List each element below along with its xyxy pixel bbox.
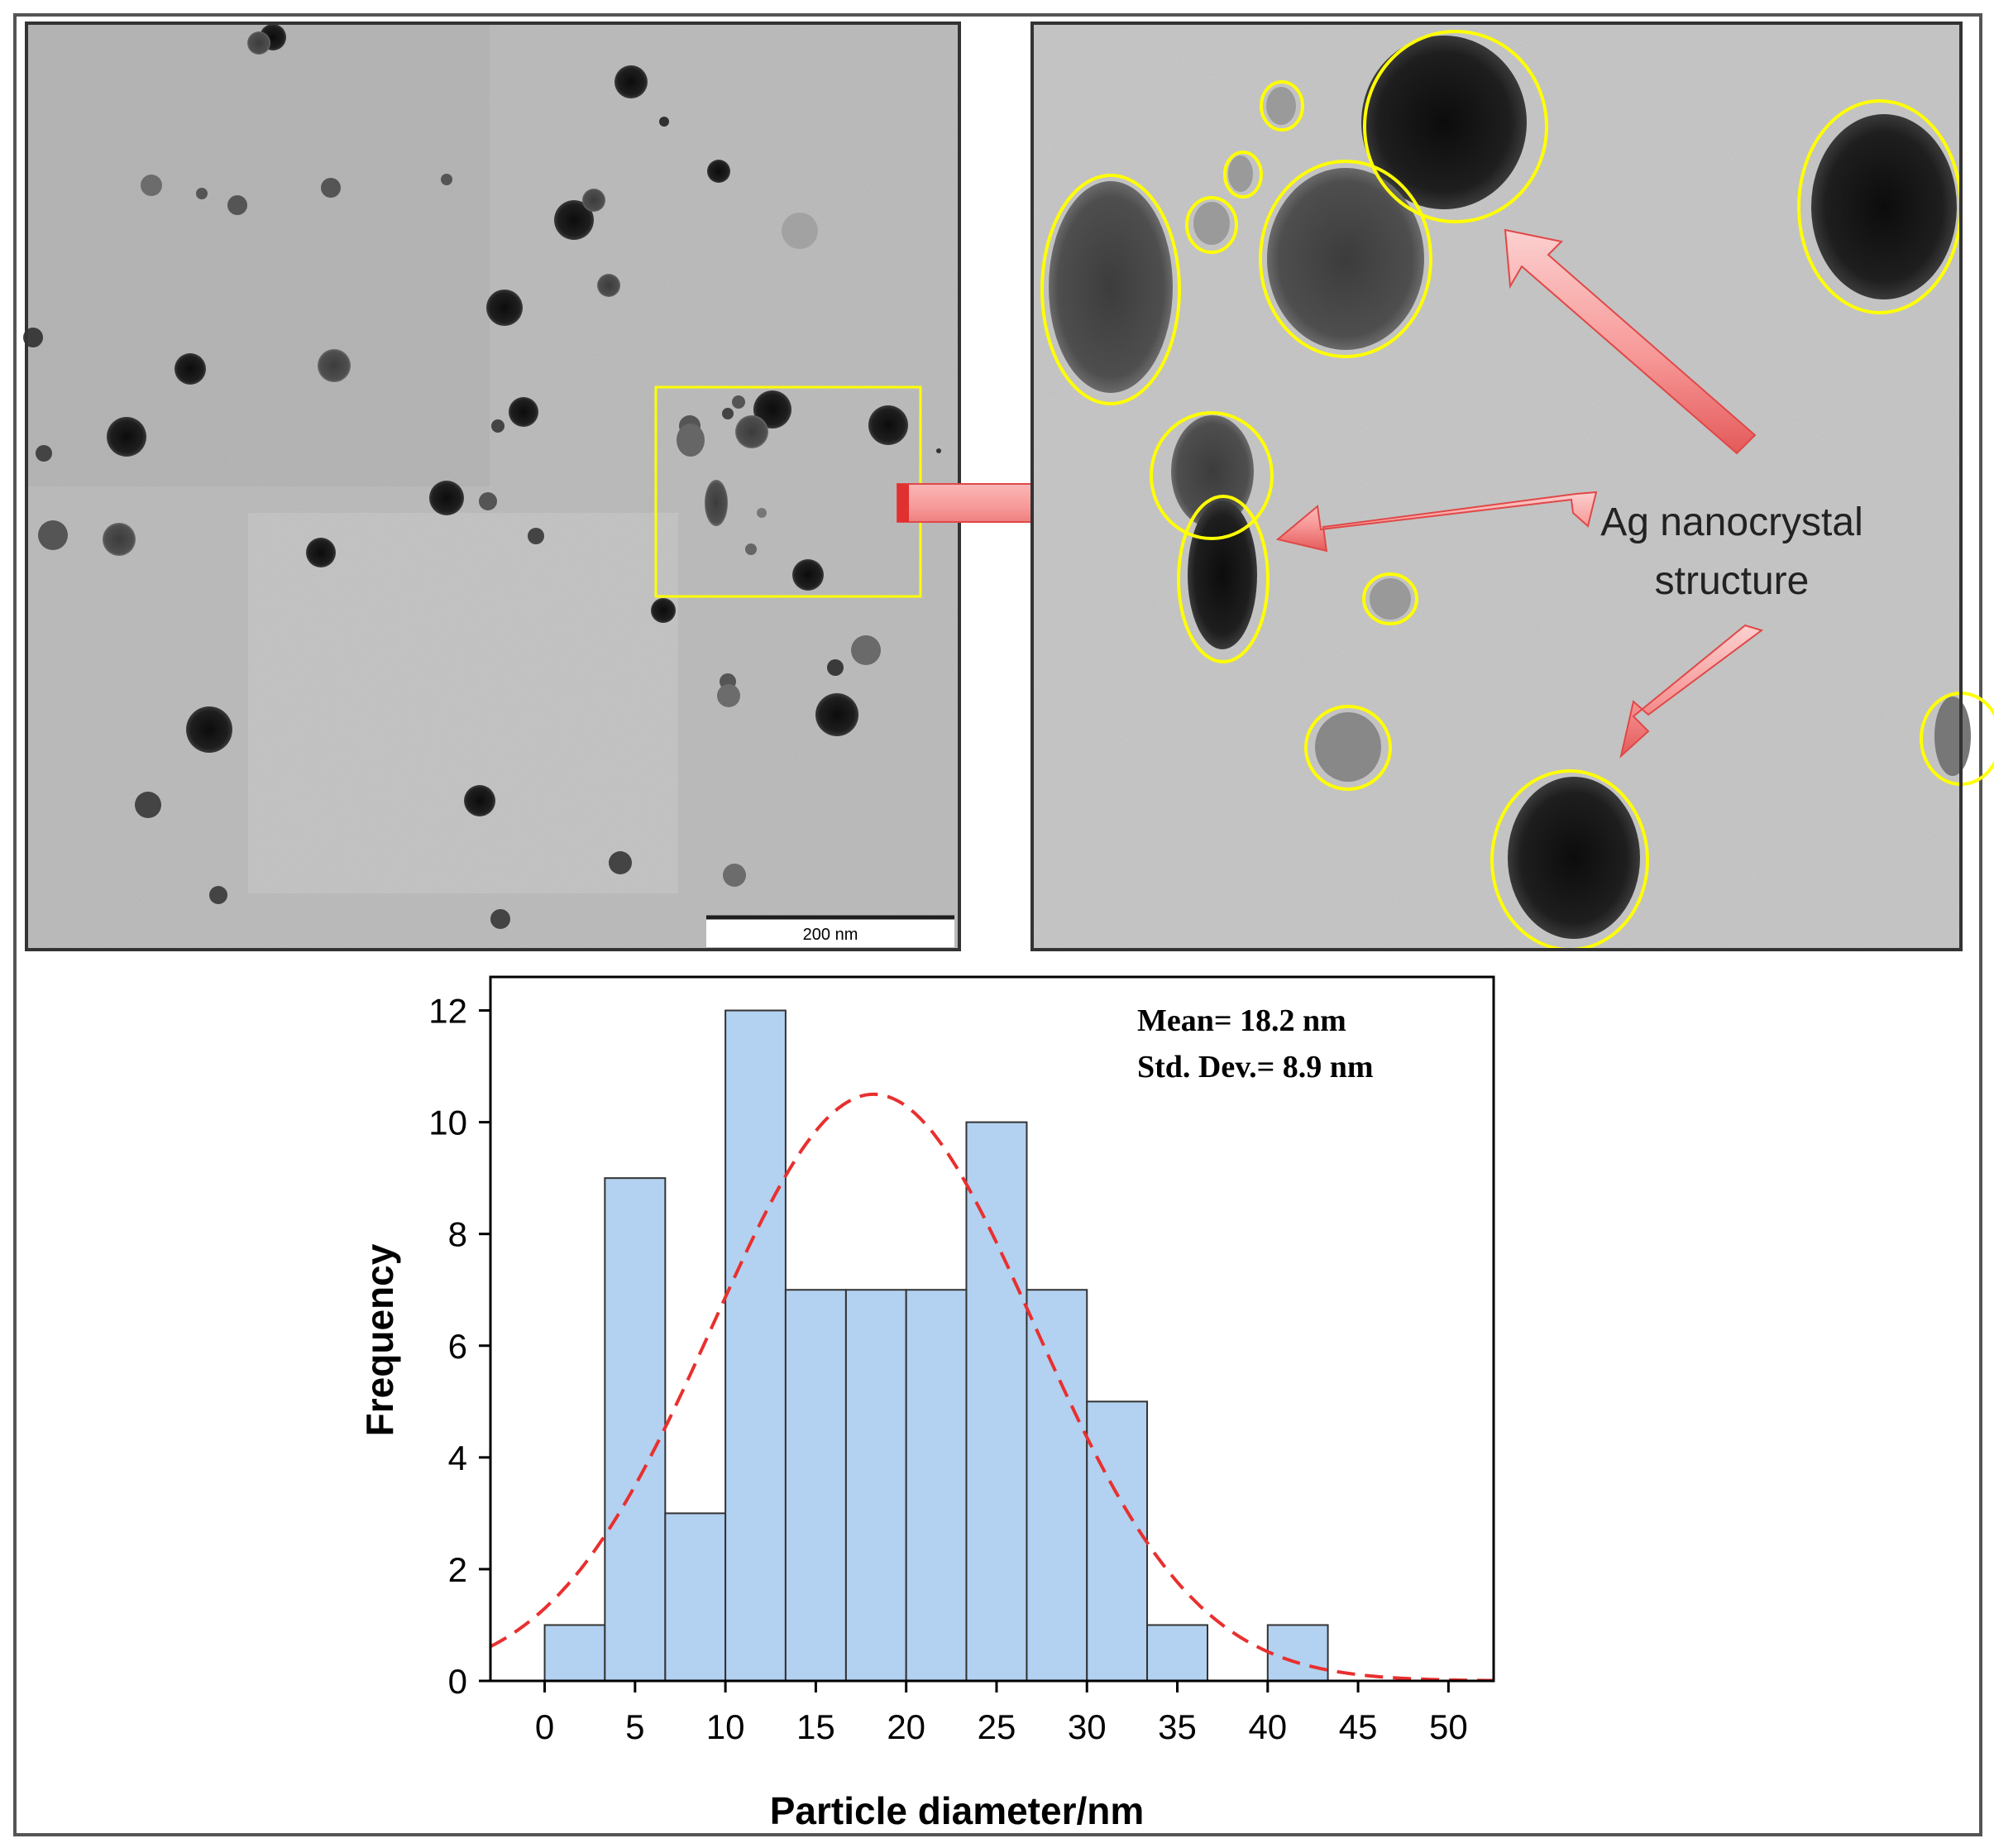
y-tick-label: 12	[428, 992, 467, 1031]
annotation-std: Std. Dev.= 8.9 nm	[1137, 1050, 1374, 1084]
y-tick-label: 8	[448, 1215, 467, 1254]
x-tick-label: 30	[1068, 1707, 1107, 1746]
histogram-bar	[724, 1009, 787, 1682]
x-tick-label: 20	[887, 1707, 925, 1746]
histogram-bar	[543, 1624, 606, 1683]
x-tick-label: 45	[1339, 1707, 1378, 1746]
x-tick-label: 0	[535, 1707, 554, 1746]
normal-fit-curve	[490, 1092, 1494, 1683]
x-tick-label: 50	[1429, 1707, 1468, 1746]
histogram-bar	[784, 1289, 847, 1682]
y-tick-label: 0	[448, 1662, 467, 1701]
histogram-bar	[965, 1121, 1028, 1682]
nanoparticles-zoom-region	[677, 390, 908, 591]
histogram-bars	[543, 1009, 1329, 1683]
plot-frame	[489, 975, 1495, 1683]
x-tick-label: 10	[706, 1707, 745, 1746]
x-tick-label: 5	[625, 1707, 644, 1746]
annotation-line1: Ag nanocrystal	[1600, 500, 1863, 544]
histogram-bar	[1086, 1400, 1149, 1683]
histogram-bar	[1146, 1624, 1209, 1683]
x-tick-label: 40	[1248, 1707, 1287, 1746]
annotation-mean: Mean= 18.2 nm	[1137, 1003, 1346, 1038]
x-axis-ticks: 0 5 10 15 20 25 30 35 40 45 50	[535, 1681, 1468, 1746]
y-tick-label: 4	[448, 1439, 467, 1477]
nanoparticles-zoomed	[1049, 36, 1971, 939]
scale-bar-label: 200 nm	[803, 926, 858, 944]
y-tick-label: 6	[448, 1327, 467, 1366]
histogram-bar	[1026, 1289, 1088, 1682]
x-axis-label: Particle diameter/nm	[770, 1789, 1145, 1832]
y-tick-label: 2	[448, 1550, 467, 1589]
x-tick-label: 25	[978, 1707, 1016, 1746]
y-axis-ticks: 0 2 4 6 8 10 12	[428, 992, 490, 1701]
histogram-bar	[1266, 1624, 1329, 1683]
histogram-chart: 0 5 10 15 20 25 30 35 40 45 50 0 2 4 6 8 10 12 Particle …	[358, 975, 1495, 1832]
annotation-arrows	[1275, 228, 1764, 759]
histogram-bar	[604, 1177, 667, 1682]
y-tick-label: 10	[428, 1104, 467, 1142]
x-tick-label: 35	[1158, 1707, 1197, 1746]
histogram-bar	[905, 1289, 968, 1682]
annotation-line2: structure	[1655, 559, 1810, 603]
histogram-bar	[844, 1289, 907, 1682]
tem-zoom-panel: Ag nanocrystal structure	[1030, 22, 1994, 951]
x-tick-label: 15	[796, 1707, 835, 1746]
y-axis-label: Frequency	[358, 1243, 401, 1436]
scale-bar-box	[706, 917, 954, 947]
tem-overview-panel: 200 nm	[23, 22, 961, 951]
histogram-bar	[664, 1512, 727, 1683]
